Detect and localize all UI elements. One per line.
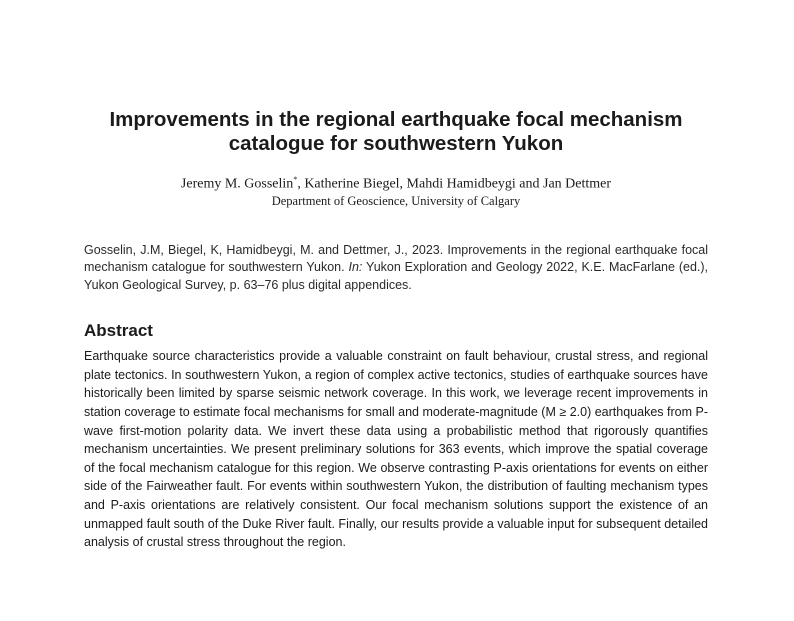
- other-authors: , Katherine Biegel, Mahdi Hamidbeygi and…: [297, 176, 612, 192]
- paper-title-line-2: catalogue for southwestern Yukon: [228, 132, 564, 155]
- abstract-heading: Abstract: [84, 321, 153, 341]
- corresponding-author-mark: *: [293, 175, 298, 184]
- citation-part-1: Gosselin, J.M, Biegel, K, Hamidbeygi, M.…: [84, 242, 708, 275]
- citation-paragraph: Gosselin, J.M, Biegel, K, Hamidbeygi, M.…: [84, 242, 708, 295]
- paper-page: Improvements in the regional earthquake …: [84, 108, 708, 564]
- citation-part-2: Yukon Exploration and Geology 2022, K.E.…: [84, 260, 709, 292]
- abstract-body: Earthquake source characteristics provid…: [84, 349, 708, 550]
- first-author: Jeremy M. Gosselin: [180, 176, 294, 192]
- author-list: Jeremy M. Gosselin*, Katherine Biegel, M…: [84, 172, 708, 193]
- affiliation: Department of Geoscience, University of …: [271, 193, 521, 208]
- paper-title-line-1: Improvements in the regional earthquake …: [109, 108, 683, 131]
- citation-in-label: In:: [348, 260, 363, 275]
- paper-title: Improvements in the regional earthquake …: [84, 108, 708, 156]
